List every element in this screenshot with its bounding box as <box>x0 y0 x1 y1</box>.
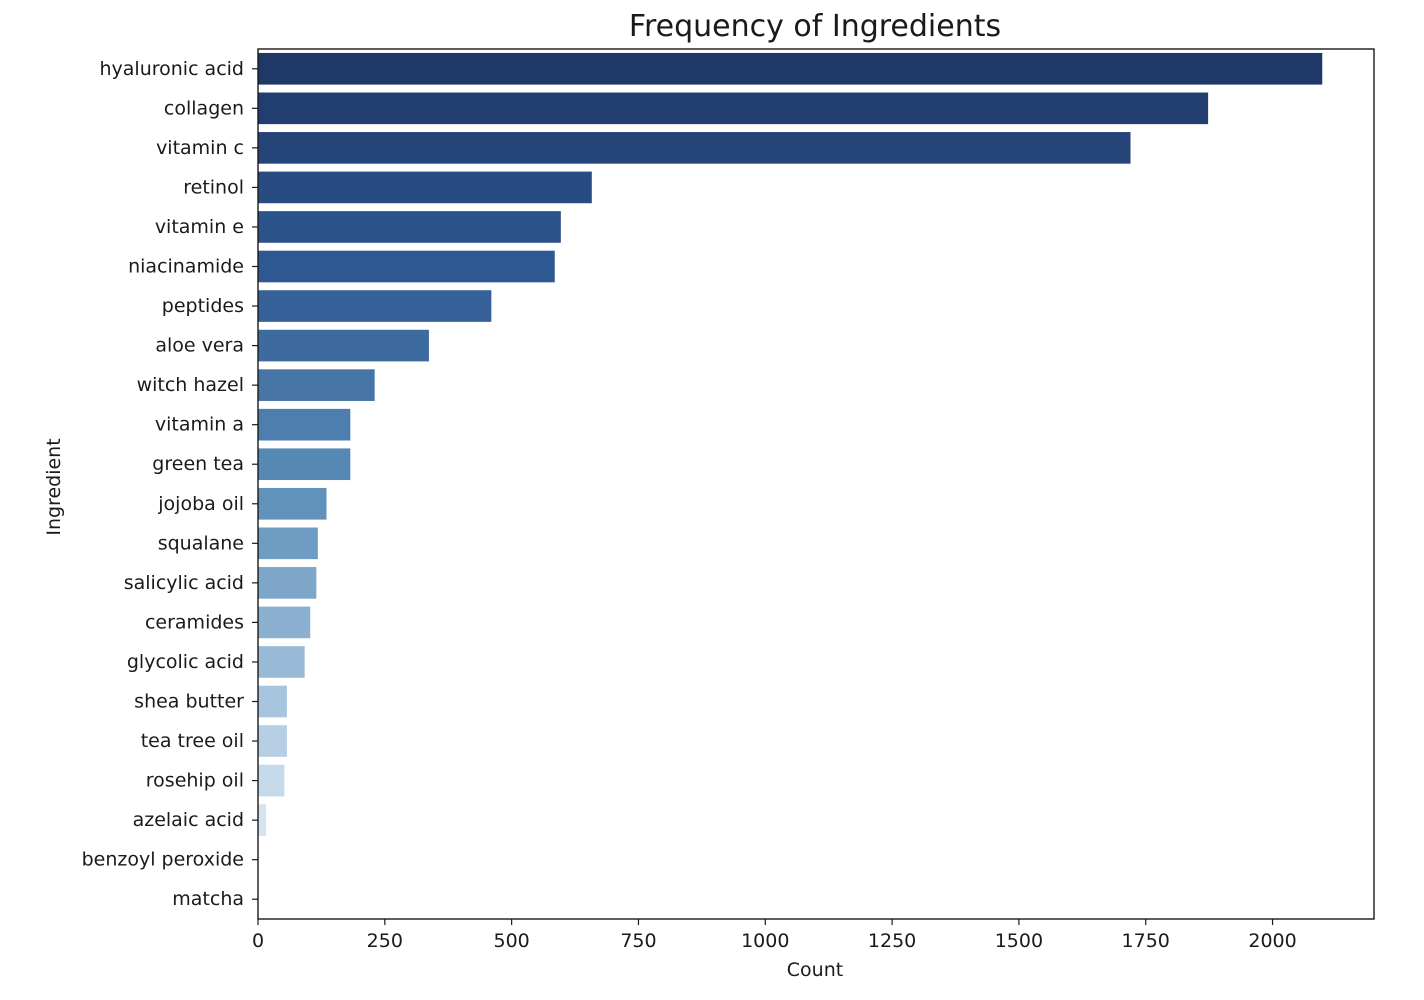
y-tick-label: azelaic acid <box>133 809 244 831</box>
y-tick-label: peptides <box>162 295 244 317</box>
y-tick-label: retinol <box>183 176 244 198</box>
y-tick-label: vitamin a <box>155 414 244 436</box>
y-tick-label: salicylic acid <box>124 572 244 594</box>
y-tick-label: tea tree oil <box>141 730 244 752</box>
bar-tea-tree-oil <box>258 725 287 757</box>
plot-frame <box>257 48 1375 920</box>
y-tick-label: ceramides <box>145 611 244 633</box>
x-tick-label: 500 <box>494 930 530 952</box>
bar-salicylic-acid <box>258 567 317 599</box>
y-tick-label: collagen <box>164 97 244 119</box>
x-tick-label: 1500 <box>995 930 1043 952</box>
y-tick-label: hyaluronic acid <box>99 58 244 80</box>
y-tick-label: shea butter <box>134 691 244 713</box>
bar-niacinamide <box>258 250 555 283</box>
bar-vitamin-a <box>258 408 351 441</box>
x-tick-label: 750 <box>620 930 656 952</box>
bar-green-tea <box>258 448 351 481</box>
bar-rosehip-oil <box>258 764 285 797</box>
bar-squalane <box>258 527 318 560</box>
bar-glycolic-acid <box>258 646 305 678</box>
bar-peptides <box>258 290 492 322</box>
y-tick-label: vitamin c <box>156 137 244 159</box>
y-tick-label: green tea <box>152 453 244 475</box>
bar-vitamin-e <box>258 211 561 243</box>
x-tick-label: 1750 <box>1122 930 1170 952</box>
x-axis-ticks: 0 250 500 750 1000 1250 1500 1750 2000 <box>252 919 1297 952</box>
bar-hyaluronic-acid <box>258 52 1323 85</box>
bar-aloe-vera <box>258 329 429 362</box>
y-tick-label: matcha <box>172 888 244 910</box>
y-tick-label: vitamin e <box>155 216 244 238</box>
bar-jojoba-oil <box>258 487 327 520</box>
bar-vitamin-c <box>258 132 1131 164</box>
y-tick-label: aloe vera <box>155 335 244 357</box>
bars-group <box>258 52 1323 836</box>
x-tick-label: 250 <box>367 930 403 952</box>
bar-azelaic-acid <box>258 804 267 836</box>
y-tick-label: niacinamide <box>128 256 244 278</box>
x-tick-label: 1250 <box>868 930 916 952</box>
x-tick-label: 0 <box>252 930 264 952</box>
bar-witch-hazel <box>258 369 375 401</box>
x-tick-label: 1000 <box>741 930 789 952</box>
y-tick-label: benzoyl peroxide <box>82 849 244 871</box>
y-tick-label: jojoba oil <box>157 493 244 515</box>
x-tick-label: 2000 <box>1248 930 1296 952</box>
bar-collagen <box>258 92 1209 125</box>
y-axis-ticks: hyaluronic acid collagen vitamin c retinol v… <box>82 58 258 910</box>
y-tick-label: glycolic acid <box>127 651 244 673</box>
chart-title: Frequency of Ingredients <box>629 9 1001 44</box>
bar-retinol <box>258 171 592 204</box>
x-axis-label: Count <box>787 959 843 981</box>
y-tick-label: witch hazel <box>137 374 244 396</box>
y-tick-label: squalane <box>158 532 244 554</box>
bar-shea-butter <box>258 685 287 718</box>
y-tick-label: rosehip oil <box>146 770 244 792</box>
y-axis-label: Ingredient <box>43 438 65 535</box>
bar-ceramides <box>258 606 311 639</box>
